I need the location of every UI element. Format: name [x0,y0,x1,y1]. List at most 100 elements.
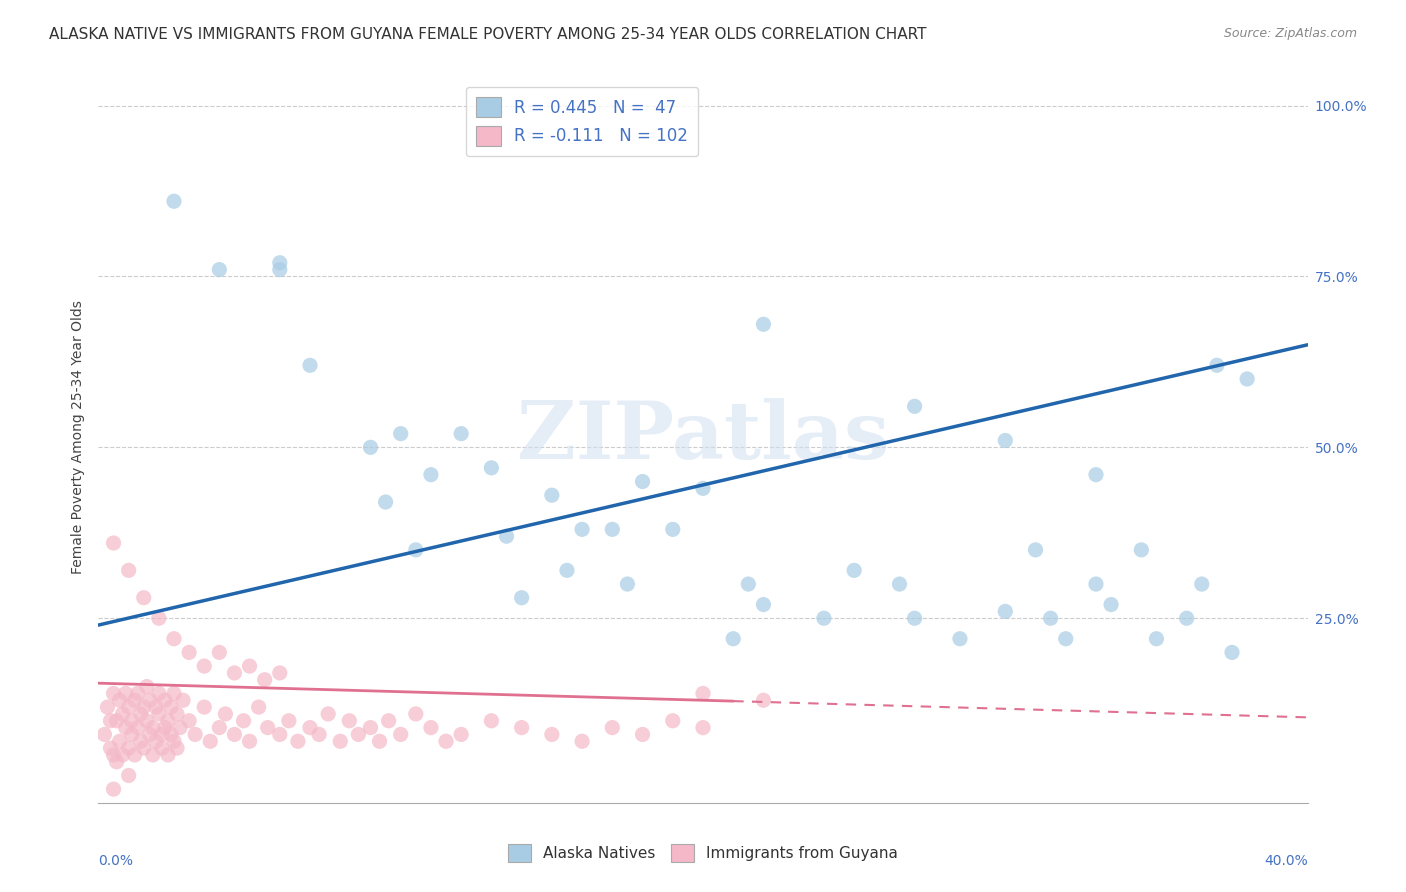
Point [405,542,427,557]
Point [1024,542,1046,557]
Point [269,665,291,680]
Point [200,734,222,748]
Point [224,727,246,741]
Point [602,522,624,536]
Point [129,706,152,721]
Point [277,714,299,728]
Point [148,611,170,625]
Point [239,659,262,673]
Point [160,727,183,741]
Point [616,577,638,591]
Point [1220,645,1243,659]
Point [100,714,122,728]
Point [169,721,191,735]
Point [904,611,927,625]
Point [1054,632,1077,646]
Text: ALASKA NATIVE VS IMMIGRANTS FROM GUYANA FEMALE POVERTY AMONG 25-34 YEAR OLDS COR: ALASKA NATIVE VS IMMIGRANTS FROM GUYANA … [49,27,927,42]
Point [193,700,215,714]
Point [103,747,125,762]
Point [179,714,201,728]
Point [450,727,472,741]
Point [139,693,162,707]
Point [232,714,254,728]
Point [103,686,125,700]
Point [737,577,759,591]
Point [889,577,911,591]
Point [160,700,183,714]
Point [163,686,186,700]
Point [127,686,149,700]
Point [495,529,517,543]
Text: Source: ZipAtlas.com: Source: ZipAtlas.com [1223,27,1357,40]
Point [118,768,141,782]
Point [132,741,155,756]
Point [135,680,157,694]
Point [208,645,231,659]
Point [93,727,115,741]
Point [389,426,412,441]
Point [127,721,149,735]
Point [148,686,170,700]
Point [1236,372,1258,386]
Point [166,741,188,756]
Point [153,721,176,735]
Point [540,727,562,741]
Point [163,734,186,748]
Point [156,747,179,762]
Point [631,727,654,741]
Point [1175,611,1198,625]
Point [1144,632,1167,646]
Point [949,632,972,646]
Point [287,734,309,748]
Point [239,734,262,748]
Point [368,734,391,748]
Text: 40.0%: 40.0% [1264,854,1308,868]
Point [247,700,270,714]
Point [132,591,155,605]
Point [389,727,412,741]
Point [308,727,330,741]
Point [96,700,118,714]
Point [118,700,141,714]
Point [1130,542,1153,557]
Point [150,727,173,741]
Point [121,714,143,728]
Point [111,747,134,762]
Point [114,721,136,735]
Point [148,706,170,721]
Point [420,467,443,482]
Point [661,522,683,536]
Point [844,563,866,577]
Point [124,747,146,762]
Point [434,734,457,748]
Point [142,747,165,762]
Point [540,488,562,502]
Point [111,706,134,721]
Point [150,741,173,756]
Point [1099,598,1122,612]
Point [692,721,714,735]
Point [269,262,291,277]
Point [1206,359,1229,373]
Point [374,495,396,509]
Point [103,782,125,797]
Point [329,734,352,748]
Point [103,536,125,550]
Point [114,686,136,700]
Point [1085,577,1108,591]
Point [166,706,188,721]
Point [132,700,155,714]
Point [752,318,775,332]
Point [118,741,141,756]
Point [208,262,231,277]
Point [224,665,246,680]
Point [1039,611,1062,625]
Point [904,400,927,414]
Point [420,721,443,735]
Point [602,721,624,735]
Point [299,359,322,373]
Point [145,734,167,748]
Point [163,194,186,209]
Y-axis label: Female Poverty Among 25-34 Year Olds: Female Poverty Among 25-34 Year Olds [70,300,84,574]
Point [692,686,714,700]
